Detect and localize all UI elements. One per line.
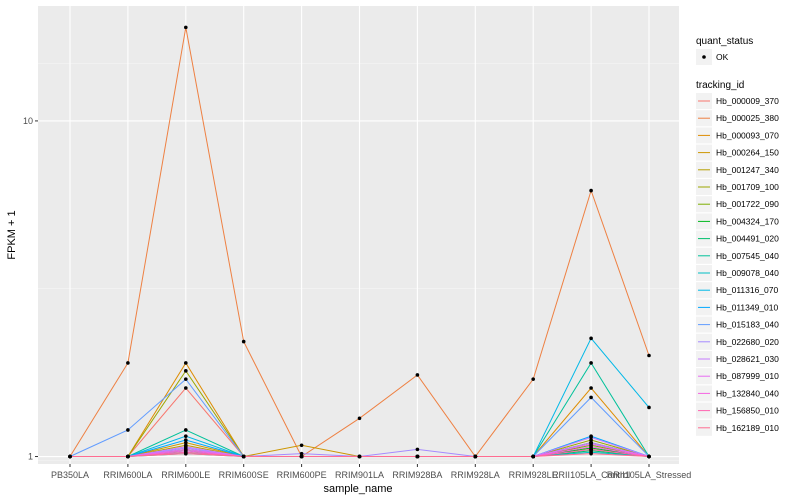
legend-quant-point bbox=[702, 55, 706, 59]
legend-label: Hb_000093_070 bbox=[716, 130, 779, 140]
data-point bbox=[184, 434, 188, 438]
x-tick-label: RRIM901LA bbox=[335, 470, 384, 480]
data-point bbox=[647, 353, 651, 358]
x-axis-title: sample_name bbox=[323, 483, 392, 495]
data-point bbox=[184, 440, 188, 445]
data-point bbox=[184, 377, 188, 381]
data-point bbox=[589, 444, 593, 449]
data-point bbox=[126, 361, 130, 365]
legend-label: Hb_009078_040 bbox=[716, 268, 779, 278]
data-point bbox=[299, 454, 304, 459]
data-point bbox=[589, 438, 593, 442]
data-point bbox=[184, 438, 188, 442]
legend-label: Hb_000264_150 bbox=[716, 148, 779, 158]
x-tick-label: RRIM928BA bbox=[392, 470, 442, 480]
legend-label: Hb_022680_020 bbox=[716, 337, 779, 347]
data-point bbox=[589, 188, 593, 193]
data-point bbox=[184, 25, 188, 30]
data-point bbox=[184, 428, 188, 432]
data-point bbox=[531, 454, 535, 459]
x-tick-label: PB350LA bbox=[51, 470, 89, 480]
legend-label: Hb_028621_030 bbox=[716, 354, 779, 364]
data-point bbox=[68, 454, 72, 459]
axis-layer: 1 10 PB350LA RRIM600LA RRIM600LE RRIM600SE RRI… bbox=[23, 116, 691, 480]
data-point bbox=[126, 428, 130, 432]
data-point bbox=[184, 451, 188, 456]
legend-label: Hb_000025_380 bbox=[716, 113, 779, 123]
panel-background bbox=[38, 6, 679, 464]
data-point bbox=[589, 386, 593, 390]
data-point bbox=[415, 373, 420, 377]
data-point bbox=[589, 442, 593, 446]
data-point bbox=[299, 443, 304, 448]
legend-label: Hb_001722_090 bbox=[716, 199, 779, 209]
data-point bbox=[357, 416, 362, 421]
legend-label: Hb_001709_100 bbox=[716, 182, 779, 192]
legend-label: Hb_000009_370 bbox=[716, 96, 779, 106]
data-point bbox=[126, 454, 130, 459]
x-tick-label: RRIM600PE bbox=[277, 470, 327, 480]
legend-label: Hb_087999_010 bbox=[716, 371, 779, 381]
x-tick-label: RRIM600LA bbox=[103, 470, 152, 480]
data-point bbox=[589, 336, 593, 341]
legend-label: Hb_004491_020 bbox=[716, 234, 779, 244]
data-point bbox=[589, 395, 593, 400]
point-layer bbox=[68, 25, 651, 459]
legend-label: Hb_132840_040 bbox=[716, 388, 779, 398]
x-tick-label: RRIM928LE bbox=[509, 470, 558, 480]
data-point bbox=[589, 447, 593, 452]
data-point bbox=[415, 454, 420, 459]
data-point bbox=[184, 361, 188, 365]
legend-label: Hb_011349_010 bbox=[716, 302, 779, 312]
legend: quant_status tracking_id OK Hb_000009_370… bbox=[696, 36, 779, 436]
data-point bbox=[647, 454, 651, 459]
data-point bbox=[357, 454, 362, 459]
y-tick-label: 10 bbox=[23, 116, 33, 126]
legend-label: Hb_011316_070 bbox=[716, 285, 779, 295]
data-point bbox=[184, 369, 188, 373]
data-point bbox=[184, 386, 188, 390]
x-tick-label: RRIM600LE bbox=[161, 470, 210, 480]
legend-quant-label: OK bbox=[716, 52, 729, 62]
data-point bbox=[589, 435, 593, 440]
y-tick-label: 1 bbox=[28, 452, 33, 462]
x-tick-label: RRII105LA_Control bbox=[552, 470, 630, 480]
data-point bbox=[647, 405, 651, 410]
legend-label: Hb_156850_010 bbox=[716, 406, 779, 416]
x-tick-label: RRIM600SE bbox=[219, 470, 269, 480]
data-point bbox=[241, 454, 246, 459]
grid-layer bbox=[38, 6, 679, 464]
x-tick-label: RRII105LA_Stressed bbox=[607, 470, 692, 480]
data-point bbox=[299, 451, 304, 456]
y-axis-title: FPKM + 1 bbox=[6, 210, 18, 259]
legend-label: Hb_007545_040 bbox=[716, 251, 779, 261]
legend-label: Hb_015183_040 bbox=[716, 320, 779, 330]
data-point bbox=[415, 447, 420, 452]
data-point bbox=[241, 339, 246, 344]
data-point bbox=[473, 454, 478, 459]
data-point bbox=[531, 377, 535, 381]
data-point bbox=[589, 361, 593, 365]
legend-quant-title: quant_status bbox=[696, 36, 753, 47]
legend-label: Hb_001247_340 bbox=[716, 165, 779, 175]
legend-tracking-title: tracking_id bbox=[696, 80, 744, 91]
legend-label: Hb_004324_170 bbox=[716, 216, 779, 226]
data-point bbox=[184, 444, 188, 449]
legend-label: Hb_162189_010 bbox=[716, 423, 779, 433]
data-point bbox=[589, 451, 593, 456]
x-tick-label: RRIM928LA bbox=[451, 470, 500, 480]
